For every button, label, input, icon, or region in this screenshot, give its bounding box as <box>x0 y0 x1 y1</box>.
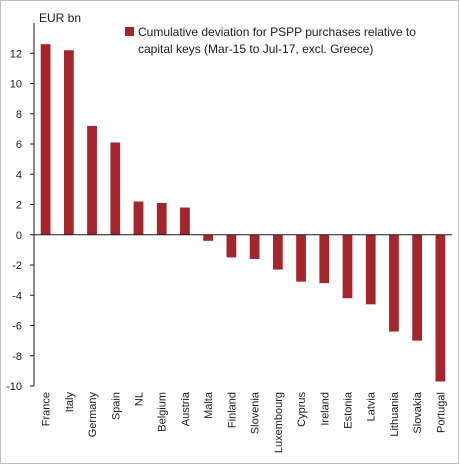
y-tick-label: -4 <box>12 290 22 302</box>
x-tick-label: Belgium <box>157 392 169 432</box>
bar <box>249 234 260 259</box>
x-tick-label: France <box>41 392 53 426</box>
legend-label-line-2: capital keys (Mar-15 to Jul-17, excl. Gr… <box>138 42 373 56</box>
x-tick-label: Latvia <box>366 391 378 421</box>
y-tick-label: -8 <box>12 351 22 363</box>
bar <box>180 207 190 235</box>
x-tick-label: Austria <box>180 391 192 426</box>
bar <box>342 234 353 299</box>
bar <box>435 234 446 382</box>
bar <box>40 44 51 235</box>
y-axis: -10 -8 -6 -4 -2 0 2 4 6 8 10 12 <box>6 23 35 393</box>
x-tick-label: Germany <box>87 392 99 438</box>
x-tick-label: NL <box>134 392 146 406</box>
y-tick-label: 12 <box>10 48 22 60</box>
bar <box>110 142 121 235</box>
x-tick-label: Portugal <box>435 392 447 433</box>
y-axis-unit-label: EUR bn <box>39 11 81 25</box>
bar <box>63 50 74 235</box>
x-tick-label: Ireland <box>319 392 331 426</box>
bar <box>87 125 97 235</box>
y-tick-label: 10 <box>10 79 22 91</box>
bar <box>296 234 306 282</box>
x-tick-label: Italy <box>64 392 76 413</box>
bar <box>272 234 283 270</box>
x-tick-label: Lithuania <box>389 391 401 437</box>
x-tick-label: Estonia <box>343 391 355 429</box>
x-tick-label: Slovakia <box>412 391 424 433</box>
y-tick-label: -10 <box>6 381 22 393</box>
bar <box>133 201 144 235</box>
bar <box>365 234 376 305</box>
x-tick-label: Cyprus <box>296 392 308 427</box>
bar <box>156 202 167 235</box>
y-tick-label: 8 <box>16 109 22 121</box>
x-tick-label: Finland <box>226 392 238 428</box>
y-tick-label: 0 <box>16 230 22 242</box>
legend: Cumulative deviation for PSPP purchases … <box>125 25 416 56</box>
bar <box>203 234 214 241</box>
x-tick-label: Luxembourg <box>273 392 285 453</box>
x-tick-label: Malta <box>203 391 215 419</box>
x-tick-label: Slovenia <box>250 391 262 434</box>
y-tick-label: 6 <box>16 139 22 151</box>
bar <box>319 234 330 284</box>
x-tick-label: Spain <box>110 392 122 420</box>
y-tick-label: 2 <box>16 200 22 212</box>
bar <box>226 234 237 258</box>
y-tick-label: 4 <box>16 169 22 181</box>
x-axis-labels: France Italy Germany Spain NL Belgium Austria M… <box>41 391 448 453</box>
legend-swatch <box>125 27 134 36</box>
bars <box>40 44 446 382</box>
y-tick-label: -6 <box>12 321 22 333</box>
legend-label-line-1: Cumulative deviation for PSPP purchases … <box>138 25 416 39</box>
y-tick-label: -2 <box>12 260 22 272</box>
bar <box>412 234 423 341</box>
bar <box>389 234 399 332</box>
